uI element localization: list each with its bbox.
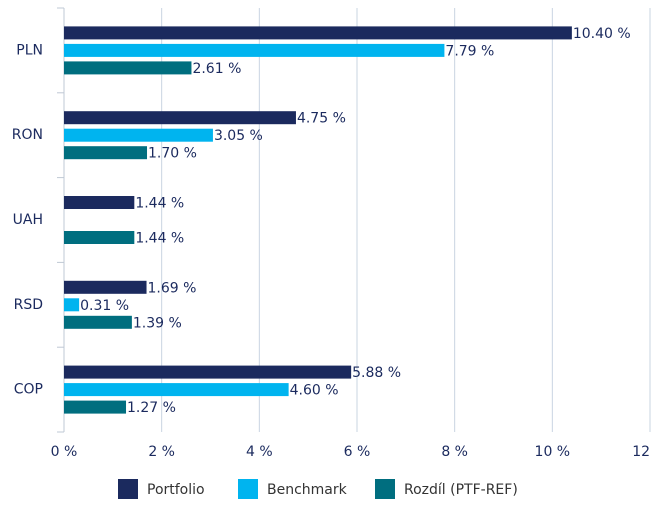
y-tick-label: COP [14,382,43,398]
x-tick-label: 2 % [148,444,175,460]
value-label: 1.69 % [148,280,197,296]
value-label: 5.88 % [352,365,401,381]
value-label: 1.27 % [127,400,176,416]
value-label: 1.70 % [148,146,197,162]
x-tick-label: 0 % [51,444,78,460]
bar [64,111,296,125]
value-label: 7.79 % [445,43,494,59]
legend-swatch [238,479,258,499]
bar [64,26,572,40]
value-label: 2.61 % [192,61,241,77]
x-tick-label: 12 % [632,444,655,460]
bar [64,61,192,75]
x-tick-label: 6 % [344,444,371,460]
legend-label: Portfolio [147,482,205,498]
legend-label: Rozdíl (PTF-REF) [404,482,518,498]
y-tick-label: UAH [13,212,43,228]
x-tick-label: 8 % [441,444,468,460]
value-label: 0.31 % [80,298,129,314]
value-label: 1.44 % [135,196,184,212]
x-tick-label: 4 % [246,444,273,460]
legend-swatch [375,479,395,499]
y-tick-label: RSD [14,297,43,313]
value-label: 10.40 % [573,26,631,42]
legend-swatch [118,479,138,499]
bar [64,43,445,57]
bar [64,146,148,160]
bar [64,400,127,414]
value-label: 4.60 % [290,383,339,399]
bar [64,231,135,244]
bar [64,365,352,379]
legend-label: Benchmark [267,482,348,498]
bar [64,315,132,329]
y-tick-label: PLN [16,42,43,58]
bar [64,196,135,209]
y-tick-label: RON [12,127,43,143]
value-label: 1.39 % [133,315,182,331]
bar [64,298,80,312]
x-tick-label: 10 % [535,444,571,460]
value-label: 1.44 % [135,231,184,247]
bar [64,128,213,142]
value-label: 4.75 % [297,111,346,127]
value-label: 3.05 % [214,128,263,144]
bar [64,280,147,294]
bar [64,383,289,397]
